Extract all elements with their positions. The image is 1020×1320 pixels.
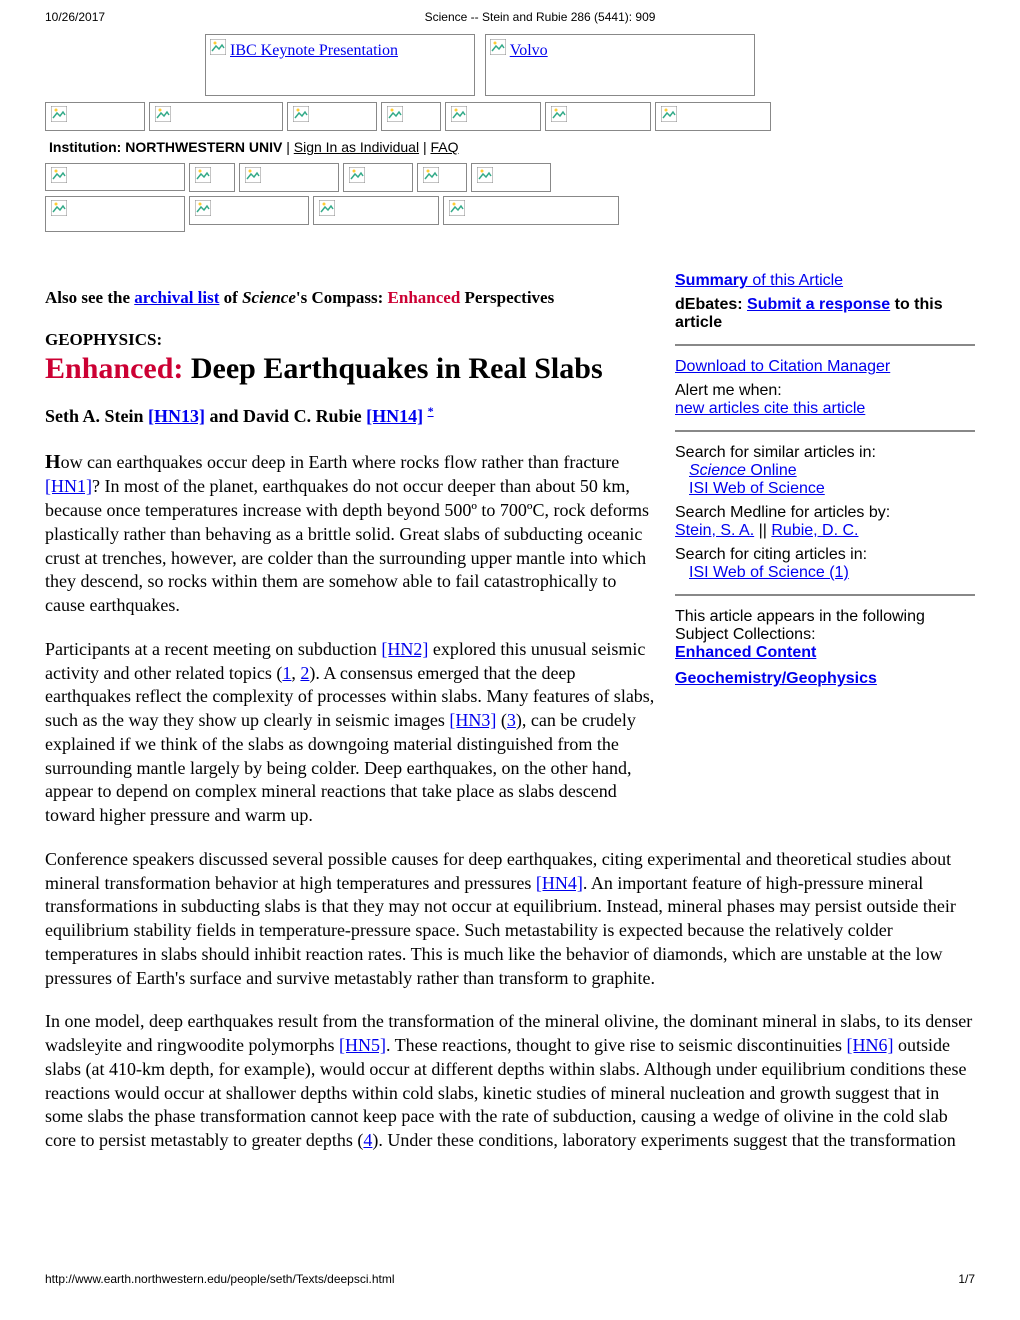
- nav-row-2: [45, 163, 975, 192]
- signin-link[interactable]: Sign In as Individual: [294, 139, 419, 155]
- ad-ibc[interactable]: IBC Keynote Presentation: [205, 34, 475, 96]
- download-citation-link[interactable]: Download to Citation Manager: [675, 358, 890, 375]
- search-medline-label: Search Medline for articles by:: [675, 504, 975, 522]
- sidebar-divider: [675, 344, 975, 346]
- paragraph-4: In one model, deep earthquakes result fr…: [45, 1010, 975, 1153]
- institution-bar: Institution: NORTHWESTERN UNIV | Sign In…: [45, 135, 975, 159]
- science-online-link[interactable]: Science Online: [689, 462, 797, 479]
- print-date: 10/26/2017: [45, 10, 105, 24]
- broken-image-icon: [195, 167, 211, 183]
- broken-image-icon: [661, 106, 677, 122]
- author-rubie-link[interactable]: Rubie, D. C.: [771, 522, 858, 539]
- subject-collections-label: This article appears in the following Su…: [675, 608, 975, 644]
- broken-image-icon: [451, 106, 467, 122]
- broken-image-icon: [349, 167, 365, 183]
- ref-3-link[interactable]: 3: [507, 710, 516, 730]
- broken-image-icon: [51, 167, 67, 183]
- search-citing-label: Search for citing articles in:: [675, 546, 975, 564]
- broken-image-icon: [551, 106, 567, 122]
- author-stein-link[interactable]: Stein, S. A.: [675, 522, 754, 539]
- faq-link[interactable]: FAQ: [430, 139, 458, 155]
- author-footnote-link[interactable]: *: [428, 404, 434, 418]
- broken-image-icon: [293, 106, 309, 122]
- broken-image-icon: [245, 167, 261, 183]
- article-sidebar: Summary of this Article dEbates: Submit …: [675, 272, 975, 688]
- sidebar-divider: [675, 430, 975, 432]
- broken-image-icon: [423, 167, 439, 183]
- paragraph-2: Participants at a recent meeting on subd…: [45, 638, 655, 828]
- hn1-link[interactable]: [HN1]: [45, 476, 92, 496]
- inst-name: NORTHWESTERN UNIV: [125, 139, 282, 155]
- article-category: GEOPHYSICS:: [45, 330, 655, 350]
- search-similar-label: Search for similar articles in:: [675, 444, 975, 462]
- summary-link[interactable]: Summary of this Article: [675, 272, 843, 289]
- broken-image-icon: [195, 200, 211, 216]
- nav-row-3: [45, 196, 975, 232]
- hn13-link[interactable]: [HN13]: [148, 406, 205, 426]
- print-footer-url: http://www.earth.northwestern.edu/people…: [45, 1272, 395, 1286]
- hn3-link[interactable]: [HN3]: [449, 710, 496, 730]
- article-authors: Seth A. Stein [HN13] and David C. Rubie …: [45, 404, 655, 427]
- inst-label: Institution:: [49, 139, 121, 155]
- ad-ibc-link[interactable]: IBC Keynote Presentation: [230, 42, 398, 59]
- paragraph-3: Conference speakers discussed several po…: [45, 848, 975, 991]
- enhanced-content-link[interactable]: Enhanced Content: [675, 644, 816, 661]
- ad-volvo[interactable]: Volvo: [485, 34, 755, 96]
- author-pipe: ||: [754, 522, 771, 539]
- alert-new-articles-link[interactable]: new articles cite this article: [675, 400, 865, 417]
- broken-image-icon: [477, 167, 493, 183]
- hn14-link[interactable]: [HN14]: [366, 406, 423, 426]
- archival-list-link[interactable]: archival list: [134, 288, 219, 307]
- broken-image-icon: [387, 106, 403, 122]
- isi-link[interactable]: ISI Web of Science: [689, 480, 825, 497]
- archival-notice: Also see the archival list of Science's …: [45, 288, 655, 308]
- broken-image-icon: [155, 106, 171, 122]
- submit-response-link[interactable]: Submit a response: [747, 296, 890, 313]
- broken-image-icon: [51, 106, 67, 122]
- broken-image-icon: [490, 39, 506, 55]
- broken-image-icon: [51, 200, 67, 216]
- sidebar-divider: [675, 594, 975, 596]
- broken-image-icon: [319, 200, 335, 216]
- broken-image-icon: [210, 39, 226, 55]
- print-header-title: Science -- Stein and Rubie 286 (5441): 9…: [45, 10, 975, 24]
- broken-image-icon: [449, 200, 465, 216]
- hn6-link[interactable]: [HN6]: [847, 1035, 894, 1055]
- debates-label: dEbates:: [675, 296, 747, 313]
- print-footer-page: 1/7: [958, 1272, 975, 1286]
- ad-banner-row: IBC Keynote Presentation Volvo: [45, 34, 975, 96]
- ad-volvo-link[interactable]: Volvo: [510, 42, 548, 59]
- hn4-link[interactable]: [HN4]: [536, 873, 583, 893]
- alert-label: Alert me when:: [675, 382, 975, 400]
- hn2-link[interactable]: [HN2]: [381, 639, 428, 659]
- geochem-link[interactable]: Geochemistry/Geophysics: [675, 670, 877, 687]
- paragraph-1: How can earthquakes occur deep in Earth …: [45, 449, 655, 618]
- hn5-link[interactable]: [HN5]: [339, 1035, 386, 1055]
- isi-citing-link[interactable]: ISI Web of Science (1): [689, 564, 849, 581]
- article-title: Enhanced: Deep Earthquakes in Real Slabs: [45, 352, 655, 386]
- nav-row-1: [45, 102, 975, 131]
